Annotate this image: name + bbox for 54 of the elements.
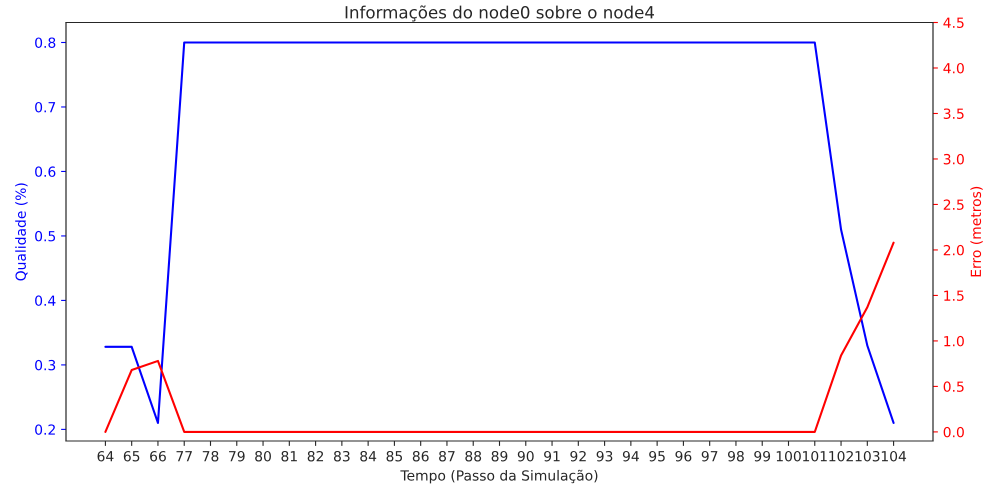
y2-tick-label: 4.0	[943, 62, 964, 74]
y2-tick-label: 3.0	[944, 154, 964, 164]
y2-tick-label: 4.5	[943, 18, 964, 28]
x-tick-label: 81	[281, 450, 297, 462]
y2-tick-label: 0.0	[944, 426, 964, 438]
y-tick-label: 0.4	[35, 295, 56, 306]
x-tick-label: 84	[360, 450, 376, 462]
line-series	[104, 242, 895, 433]
y2-tick-label: 2.0	[944, 244, 964, 256]
y-tick-label: 0.8	[35, 37, 56, 48]
x-tick-label: 93	[596, 450, 612, 462]
x-tick-label: 104	[882, 450, 906, 462]
y2-tick-label: 2.5	[944, 199, 964, 210]
y2-tick-label: 3.5	[944, 108, 964, 119]
y-tick-label: 0.3	[35, 360, 56, 370]
x-tick-label: 90	[518, 450, 534, 462]
y2-tick-label: 1.5	[944, 290, 964, 301]
x-tick-label: 101	[803, 450, 827, 462]
x-tick-label: 102	[829, 450, 853, 462]
y2-tick-label: 0.5	[944, 381, 964, 392]
x-tick-label: 94	[622, 450, 639, 462]
x-tick-label: 100	[776, 450, 801, 462]
y-tick-label: 0.2	[35, 424, 55, 435]
y2-axis-title: Erro (metros)	[970, 186, 983, 276]
y-tick-label: 0.7	[35, 102, 56, 112]
x-tick-label: 78	[202, 450, 218, 462]
x-tick-label: 92	[570, 450, 586, 462]
x-tick-label: 79	[229, 450, 245, 462]
y-axis-title: Qualidade (%)	[15, 183, 28, 281]
chart-title: Informações do node0 sobre o node4	[346, 5, 654, 22]
x-tick-label: 64	[98, 450, 114, 462]
x-tick-label: 83	[334, 450, 350, 462]
line-series	[104, 41, 895, 424]
x-tick-label: 80	[255, 450, 271, 462]
x-axis-title: Tempo (Passo da Simulação)	[400, 470, 598, 484]
x-tick-label: 87	[439, 450, 455, 462]
x-tick-label: 95	[649, 450, 665, 462]
y2-tick-label: 1.0	[944, 336, 964, 346]
x-tick-label: 98	[728, 450, 744, 462]
x-tick-label: 82	[308, 450, 324, 462]
x-tick-label: 97	[702, 450, 718, 462]
x-tick-label: 85	[386, 450, 402, 462]
x-tick-label: 96	[675, 450, 692, 462]
x-tick-label: 88	[465, 450, 482, 462]
x-tick-label: 66	[150, 450, 166, 462]
x-tick-label: 99	[754, 450, 770, 462]
x-tick-label: 91	[544, 450, 560, 462]
y-tick-label: 0.5	[35, 230, 56, 242]
x-tick-label: 89	[492, 450, 508, 462]
x-tick-label: 65	[124, 450, 140, 462]
x-tick-label: 77	[176, 451, 192, 462]
y-tick-label: 0.6	[35, 166, 56, 177]
x-tick-label: 103	[856, 450, 880, 462]
x-tick-label: 86	[412, 450, 429, 462]
